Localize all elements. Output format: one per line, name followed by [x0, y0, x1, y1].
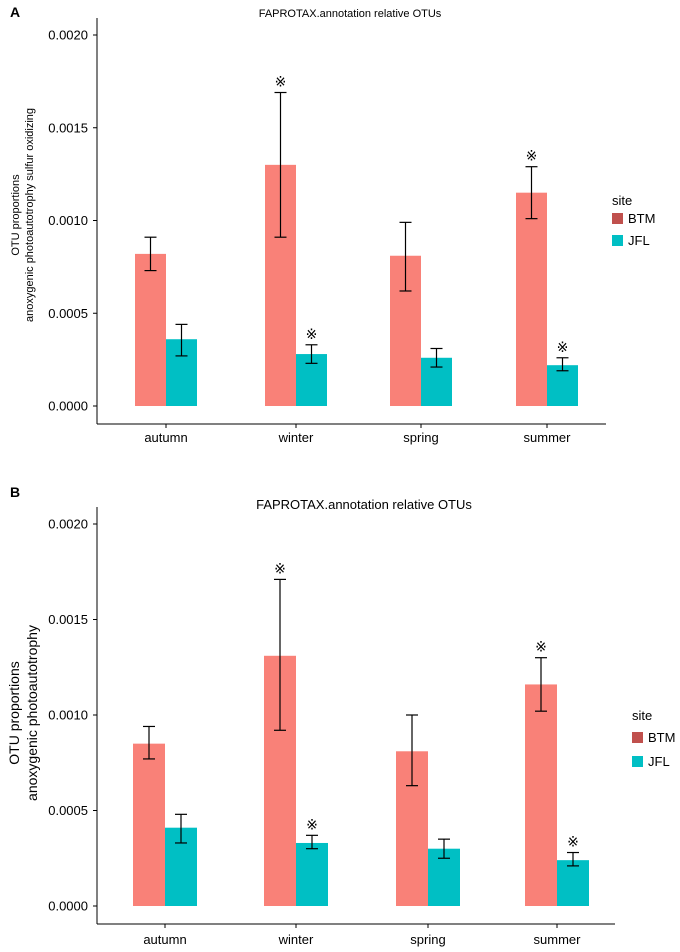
panel-b-legend-label-jfl: JFL: [648, 754, 670, 769]
panel-b-significance-mark: ※: [535, 640, 547, 656]
panel-b-xtick-label: summer: [534, 932, 582, 947]
panel-b-xtick-label: spring: [410, 932, 445, 947]
panel-b-ytick-label: 0.0005: [48, 803, 88, 818]
panel-b-significance-mark: ※: [306, 817, 318, 833]
panel-b-title: FAPROTAX.annotation relative OTUs: [256, 497, 472, 512]
panel-b-xtick-label: autumn: [143, 932, 186, 947]
panel-a-xtick-label: spring: [403, 430, 438, 445]
panel-a-ylabel-line1: OTU proportions: [10, 174, 22, 256]
panel-a-ytick-label: 0.0015: [48, 120, 88, 135]
panel-b-ylabel-line1: OTU proportions: [6, 661, 22, 764]
panel-a-legend-swatch-jfl: [612, 235, 623, 246]
panel-a-legend: site BTM JFL: [612, 193, 655, 248]
panel-a-ytick-label: 0.0010: [48, 213, 88, 228]
panel-b-bar-btm-autumn: [133, 743, 165, 906]
panel-a-bar-btm-summer: [516, 192, 547, 406]
panel-b-plot-area: ※ ※ ※ ※: [93, 523, 589, 928]
panel-b-ytick-label: 0.0000: [48, 899, 88, 914]
panel-a-significance-mark: ※: [306, 327, 318, 343]
panel-a-title: FAPROTAX.annotation relative OTUs: [259, 8, 442, 20]
panel-a-plot-area: ※ ※ ※ ※: [93, 34, 578, 428]
panel-a-xtick-label: autumn: [144, 430, 187, 445]
panel-b-legend-swatch-btm: [632, 732, 643, 743]
panel-a-bar-jfl-summer: [547, 365, 578, 406]
panel-a-significance-mark: ※: [557, 340, 569, 356]
panel-b-bar-jfl-winter: [296, 842, 328, 906]
panel-a-legend-title: site: [612, 193, 632, 208]
panel-a-ytick-label: 0.0005: [48, 306, 88, 321]
panel-a-legend-label-jfl: JFL: [628, 233, 650, 248]
panel-b-significance-mark: ※: [274, 561, 286, 577]
panel-b-legend-label-btm: BTM: [648, 730, 675, 745]
panel-a-xtick-label: winter: [278, 430, 314, 445]
panel-a-legend-swatch-btm: [612, 213, 623, 224]
panel-b-label: B: [10, 484, 20, 500]
panel-b-bar-jfl-summer: [557, 860, 589, 906]
panel-a-xtick-label: summer: [524, 430, 572, 445]
panel-b-ytick-label: 0.0020: [48, 517, 88, 532]
panel-b-legend: site BTM JFL: [632, 708, 675, 769]
panel-a-ylabel-line2: anoxygenic photoautotrophy sulfur oxidiz…: [24, 108, 36, 322]
panel-a-ytick-label: 0.0020: [48, 28, 88, 43]
panel-b-legend-swatch-jfl: [632, 756, 643, 767]
panel-a-legend-label-btm: BTM: [628, 211, 655, 226]
panel-b-ytick-label: 0.0015: [48, 612, 88, 627]
panel-a-significance-mark: ※: [526, 149, 538, 165]
panel-a-label: A: [10, 4, 20, 20]
panel-b-significance-mark: ※: [567, 835, 579, 851]
panel-b-ylabel-line2: anoxygenic photoautotrophy: [24, 625, 40, 801]
panel-a-bar-btm-autumn: [135, 253, 166, 406]
panel-b: B FAPROTAX.annotation relative OTUs OTU …: [6, 484, 675, 947]
panel-a-significance-mark: ※: [275, 75, 287, 91]
panel-a: A FAPROTAX.annotation relative OTUs OTU …: [10, 4, 655, 445]
panel-a-ytick-label: 0.0000: [48, 399, 88, 414]
panel-b-legend-title: site: [632, 708, 652, 723]
panel-b-bar-btm-summer: [525, 684, 557, 906]
panel-b-ytick-label: 0.0010: [48, 708, 88, 723]
panel-b-xtick-label: winter: [278, 932, 314, 947]
